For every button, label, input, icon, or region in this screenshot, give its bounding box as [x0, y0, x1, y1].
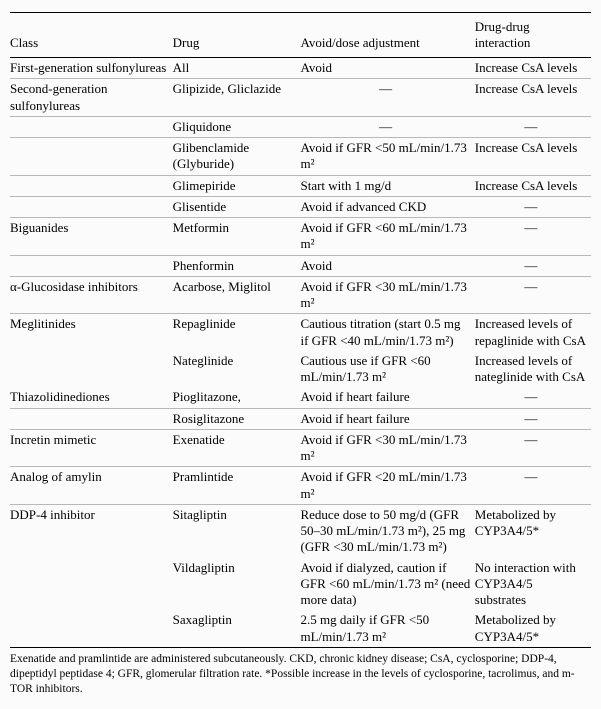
- cell-ddi: —: [475, 467, 591, 505]
- cell-adjustment: Avoid if dialyzed, caution if GFR <60 mL…: [300, 558, 474, 611]
- cell-drug: Acarbose, Miglitol: [173, 276, 301, 314]
- table-row: GlimepirideStart with 1 mg/dIncrease CsA…: [10, 175, 591, 196]
- cell-ddi: —: [475, 408, 591, 429]
- footnote: Exenatide and pramlintide are administer…: [10, 648, 591, 697]
- cell-adjustment: Avoid if GFR <20 mL/min/1.73 m²: [300, 467, 474, 505]
- table-row: DDP-4 inhibitorSitagliptinReduce dose to…: [10, 504, 591, 557]
- table-row: Gliquidone——: [10, 116, 591, 137]
- cell-drug: Sitagliptin: [173, 504, 301, 557]
- col-class: Class: [10, 13, 173, 58]
- cell-class: [10, 138, 173, 176]
- cell-class: Thiazolidinediones: [10, 387, 173, 408]
- cell-drug: Glibenclamide (Glyburide): [173, 138, 301, 176]
- cell-adjustment: Avoid if GFR <50 mL/min/1.73 m²: [300, 138, 474, 176]
- cell-drug: Rosiglitazone: [173, 408, 301, 429]
- table-row: GlisentideAvoid if advanced CKD—: [10, 196, 591, 217]
- cell-ddi: —: [475, 218, 591, 256]
- cell-adjustment: 2.5 mg daily if GFR <50 mL/min/1.73 m²: [300, 610, 474, 647]
- table-row: NateglinideCautious use if GFR <60 mL/mi…: [10, 351, 591, 388]
- cell-class: [10, 351, 173, 388]
- cell-drug: All: [173, 58, 301, 79]
- table-row: First-generation sulfonylureasAllAvoidIn…: [10, 58, 591, 79]
- table-row: MeglitinidesRepaglinideCautious titratio…: [10, 314, 591, 351]
- col-ddi: Drug-drug interaction: [475, 13, 591, 58]
- table-row: Glibenclamide (Glyburide)Avoid if GFR <5…: [10, 138, 591, 176]
- cell-drug: Metformin: [173, 218, 301, 256]
- cell-drug: Repaglinide: [173, 314, 301, 351]
- cell-drug: Glipizide, Gliclazide: [173, 79, 301, 117]
- table-body: First-generation sulfonylureasAllAvoidIn…: [10, 58, 591, 648]
- cell-class: Incretin mimetic: [10, 429, 173, 467]
- cell-ddi: —: [475, 196, 591, 217]
- cell-ddi: —: [475, 116, 591, 137]
- header-row: Class Drug Avoid/dose adjustment Drug-dr…: [10, 13, 591, 58]
- cell-drug: Saxagliptin: [173, 610, 301, 647]
- table-row: RosiglitazoneAvoid if heart failure—: [10, 408, 591, 429]
- cell-ddi: —: [475, 255, 591, 276]
- cell-class: Second-generation sulfonylureas: [10, 79, 173, 117]
- cell-adjustment: Avoid if heart failure: [300, 408, 474, 429]
- cell-drug: Exenatide: [173, 429, 301, 467]
- table-row: ThiazolidinedionesPioglitazone,Avoid if …: [10, 387, 591, 408]
- col-drug: Drug: [173, 13, 301, 58]
- drug-table: Class Drug Avoid/dose adjustment Drug-dr…: [10, 12, 591, 648]
- cell-ddi: —: [475, 276, 591, 314]
- cell-drug: Phenformin: [173, 255, 301, 276]
- cell-class: Analog of amylin: [10, 467, 173, 505]
- cell-drug: Glisentide: [173, 196, 301, 217]
- cell-adjustment: Start with 1 mg/d: [300, 175, 474, 196]
- cell-drug: Vildagliptin: [173, 558, 301, 611]
- cell-ddi: Increased levels of nateglinide with CsA: [475, 351, 591, 388]
- cell-ddi: Increase CsA levels: [475, 79, 591, 117]
- cell-ddi: Increase CsA levels: [475, 58, 591, 79]
- cell-adjustment: Avoid if GFR <30 mL/min/1.73 m²: [300, 429, 474, 467]
- cell-class: Meglitinides: [10, 314, 173, 351]
- col-adjustment: Avoid/dose adjustment: [300, 13, 474, 58]
- cell-adjustment: Avoid if heart failure: [300, 387, 474, 408]
- cell-adjustment: Avoid: [300, 255, 474, 276]
- cell-adjustment: Avoid if advanced CKD: [300, 196, 474, 217]
- cell-ddi: Increased levels of repaglinide with CsA: [475, 314, 591, 351]
- cell-class: DDP-4 inhibitor: [10, 504, 173, 557]
- cell-ddi: Increase CsA levels: [475, 175, 591, 196]
- cell-adjustment: —: [300, 79, 474, 117]
- table-row: Second-generation sulfonylureasGlipizide…: [10, 79, 591, 117]
- cell-adjustment: Reduce dose to 50 mg/d (GFR 50–30 mL/min…: [300, 504, 474, 557]
- cell-class: First-generation sulfonylureas: [10, 58, 173, 79]
- cell-adjustment: Cautious use if GFR <60 mL/min/1.73 m²: [300, 351, 474, 388]
- cell-class: Biguanides: [10, 218, 173, 256]
- cell-adjustment: Avoid: [300, 58, 474, 79]
- cell-class: [10, 610, 173, 647]
- cell-drug: Pramlintide: [173, 467, 301, 505]
- cell-ddi: Metabolized by CYP3A4/5*: [475, 610, 591, 647]
- table-row: Saxagliptin2.5 mg daily if GFR <50 mL/mi…: [10, 610, 591, 647]
- table-row: α-Glucosidase inhibitorsAcarbose, Miglit…: [10, 276, 591, 314]
- table-row: Analog of amylinPramlintideAvoid if GFR …: [10, 467, 591, 505]
- cell-drug: Pioglitazone,: [173, 387, 301, 408]
- cell-ddi: —: [475, 429, 591, 467]
- cell-class: [10, 116, 173, 137]
- cell-class: [10, 175, 173, 196]
- cell-ddi: Increase CsA levels: [475, 138, 591, 176]
- cell-drug: Gliquidone: [173, 116, 301, 137]
- cell-ddi: —: [475, 387, 591, 408]
- cell-class: [10, 196, 173, 217]
- cell-drug: Glimepiride: [173, 175, 301, 196]
- cell-drug: Nateglinide: [173, 351, 301, 388]
- cell-adjustment: Avoid if GFR <30 mL/min/1.73 m²: [300, 276, 474, 314]
- cell-class: α-Glucosidase inhibitors: [10, 276, 173, 314]
- table-row: VildagliptinAvoid if dialyzed, caution i…: [10, 558, 591, 611]
- table-row: Incretin mimeticExenatideAvoid if GFR <3…: [10, 429, 591, 467]
- cell-class: [10, 255, 173, 276]
- cell-adjustment: Avoid if GFR <60 mL/min/1.73 m²: [300, 218, 474, 256]
- cell-adjustment: —: [300, 116, 474, 137]
- table-row: PhenforminAvoid—: [10, 255, 591, 276]
- cell-class: [10, 558, 173, 611]
- cell-adjustment: Cautious titration (start 0.5 mg if GFR …: [300, 314, 474, 351]
- cell-ddi: No interaction with CYP3A4/5 substrates: [475, 558, 591, 611]
- table-row: BiguanidesMetforminAvoid if GFR <60 mL/m…: [10, 218, 591, 256]
- cell-ddi: Metabolized by CYP3A4/5*: [475, 504, 591, 557]
- cell-class: [10, 408, 173, 429]
